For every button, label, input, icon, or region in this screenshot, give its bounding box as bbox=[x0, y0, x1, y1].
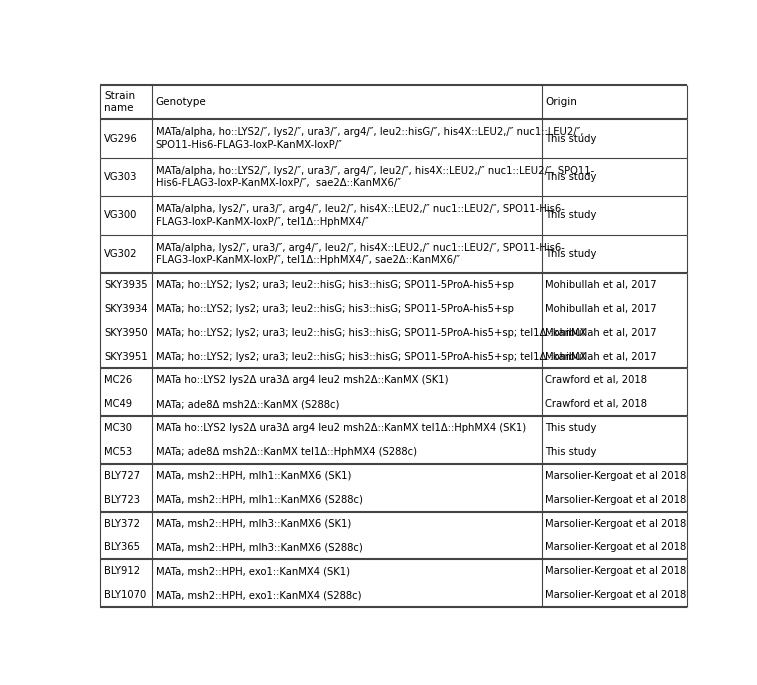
Text: MATa/alpha, ho::LYS2/″, lys2/″, ura3/″, arg4/″, leu2::hisG/″, his4X::LEU2,/″ nuc: MATa/alpha, ho::LYS2/″, lys2/″, ura3/″, … bbox=[156, 127, 583, 150]
Text: Marsolier-Kergoat et al 2018: Marsolier-Kergoat et al 2018 bbox=[545, 590, 687, 600]
Text: Genotype: Genotype bbox=[156, 97, 207, 107]
Text: BLY372: BLY372 bbox=[104, 519, 140, 529]
Text: MATa ho::LYS2 lys2Δ ura3Δ arg4 leu2 msh2Δ::KanMX tel1Δ::HphMX4 (SK1): MATa ho::LYS2 lys2Δ ura3Δ arg4 leu2 msh2… bbox=[156, 423, 526, 433]
Text: MC53: MC53 bbox=[104, 447, 132, 457]
Text: MATa ho::LYS2 lys2Δ ura3Δ arg4 leu2 msh2Δ::KanMX (SK1): MATa ho::LYS2 lys2Δ ura3Δ arg4 leu2 msh2… bbox=[156, 375, 448, 386]
Text: This study: This study bbox=[545, 423, 597, 433]
Text: Marsolier-Kergoat et al 2018: Marsolier-Kergoat et al 2018 bbox=[545, 471, 687, 481]
Text: VG300: VG300 bbox=[104, 210, 137, 221]
Text: MATa; ho::LYS2; lys2; ura3; leu2::hisG; his3::hisG; SPO11-5ProA-his5+sp: MATa; ho::LYS2; lys2; ura3; leu2::hisG; … bbox=[156, 304, 513, 314]
Text: MATa, msh2::HPH, mlh1::KanMX6 (S288c): MATa, msh2::HPH, mlh1::KanMX6 (S288c) bbox=[156, 495, 363, 505]
Text: Marsolier-Kergoat et al 2018: Marsolier-Kergoat et al 2018 bbox=[545, 543, 687, 552]
Text: MATa/alpha, ho::LYS2/″, lys2/″, ura3/″, arg4/″, leu2/″, his4X::LEU2,/″ nuc1::LEU: MATa/alpha, ho::LYS2/″, lys2/″, ura3/″, … bbox=[156, 166, 594, 188]
Text: MATa; ho::LYS2; lys2; ura3; leu2::hisG; his3::hisG; SPO11-5ProA-his5+sp: MATa; ho::LYS2; lys2; ura3; leu2::hisG; … bbox=[156, 280, 513, 290]
Text: MATa; ho::LYS2; lys2; ura3; leu2::hisG; his3::hisG; SPO11-5ProA-his5+sp; tel1Δ::: MATa; ho::LYS2; lys2; ura3; leu2::hisG; … bbox=[156, 351, 586, 362]
Text: MATa; ho::LYS2; lys2; ura3; leu2::hisG; his3::hisG; SPO11-5ProA-his5+sp; tel1Δ::: MATa; ho::LYS2; lys2; ura3; leu2::hisG; … bbox=[156, 327, 586, 338]
Text: MC26: MC26 bbox=[104, 375, 132, 386]
Text: MATa/alpha, lys2/″, ura3/″, arg4/″, leu2/″, his4X::LEU2,/″ nuc1::LEU2/″, SPO11-H: MATa/alpha, lys2/″, ura3/″, arg4/″, leu2… bbox=[156, 204, 565, 227]
Text: Mohibullah et al, 2017: Mohibullah et al, 2017 bbox=[545, 280, 657, 290]
Text: Origin: Origin bbox=[545, 97, 577, 107]
Text: MATa, msh2::HPH, exo1::KanMX4 (SK1): MATa, msh2::HPH, exo1::KanMX4 (SK1) bbox=[156, 566, 350, 576]
Text: Strain
name: Strain name bbox=[104, 91, 136, 113]
Text: BLY365: BLY365 bbox=[104, 543, 140, 552]
Text: Mohibullah et al, 2017: Mohibullah et al, 2017 bbox=[545, 304, 657, 314]
Text: Mohibullah et al, 2017: Mohibullah et al, 2017 bbox=[545, 351, 657, 362]
Text: BLY727: BLY727 bbox=[104, 471, 140, 481]
Text: This study: This study bbox=[545, 134, 597, 144]
Text: SKY3951: SKY3951 bbox=[104, 351, 148, 362]
Text: MATa/alpha, lys2/″, ura3/″, arg4/″, leu2/″, his4X::LEU2,/″ nuc1::LEU2/″, SPO11-H: MATa/alpha, lys2/″, ura3/″, arg4/″, leu2… bbox=[156, 242, 565, 265]
Text: This study: This study bbox=[545, 210, 597, 221]
Text: Crawford et al, 2018: Crawford et al, 2018 bbox=[545, 399, 647, 409]
Text: MATa, msh2::HPH, exo1::KanMX4 (S288c): MATa, msh2::HPH, exo1::KanMX4 (S288c) bbox=[156, 590, 361, 600]
Text: Crawford et al, 2018: Crawford et al, 2018 bbox=[545, 375, 647, 386]
Text: SKY3935: SKY3935 bbox=[104, 280, 148, 290]
Text: SKY3934: SKY3934 bbox=[104, 304, 148, 314]
Text: MATa, msh2::HPH, mlh3::KanMX6 (SK1): MATa, msh2::HPH, mlh3::KanMX6 (SK1) bbox=[156, 519, 351, 529]
Text: MATa; ade8Δ msh2Δ::KanMX (S288c): MATa; ade8Δ msh2Δ::KanMX (S288c) bbox=[156, 399, 339, 409]
Text: This study: This study bbox=[545, 172, 597, 182]
Text: Marsolier-Kergoat et al 2018: Marsolier-Kergoat et al 2018 bbox=[545, 519, 687, 529]
Text: VG303: VG303 bbox=[104, 172, 137, 182]
Text: SKY3950: SKY3950 bbox=[104, 327, 148, 338]
Text: Marsolier-Kergoat et al 2018: Marsolier-Kergoat et al 2018 bbox=[545, 495, 687, 505]
Text: MATa, msh2::HPH, mlh3::KanMX6 (S288c): MATa, msh2::HPH, mlh3::KanMX6 (S288c) bbox=[156, 543, 363, 552]
Text: BLY912: BLY912 bbox=[104, 566, 140, 576]
Text: MATa, msh2::HPH, mlh1::KanMX6 (SK1): MATa, msh2::HPH, mlh1::KanMX6 (SK1) bbox=[156, 471, 351, 481]
Text: VG296: VG296 bbox=[104, 134, 138, 144]
Text: VG302: VG302 bbox=[104, 249, 138, 259]
Text: MATa; ade8Δ msh2Δ::KanMX tel1Δ::HphMX4 (S288c): MATa; ade8Δ msh2Δ::KanMX tel1Δ::HphMX4 (… bbox=[156, 447, 416, 457]
Text: This study: This study bbox=[545, 447, 597, 457]
Text: MC49: MC49 bbox=[104, 399, 132, 409]
Text: BLY1070: BLY1070 bbox=[104, 590, 146, 600]
Text: BLY723: BLY723 bbox=[104, 495, 140, 505]
Text: Marsolier-Kergoat et al 2018: Marsolier-Kergoat et al 2018 bbox=[545, 566, 687, 576]
Text: This study: This study bbox=[545, 249, 597, 259]
Text: MC30: MC30 bbox=[104, 423, 132, 433]
Text: Mohibullah et al, 2017: Mohibullah et al, 2017 bbox=[545, 327, 657, 338]
